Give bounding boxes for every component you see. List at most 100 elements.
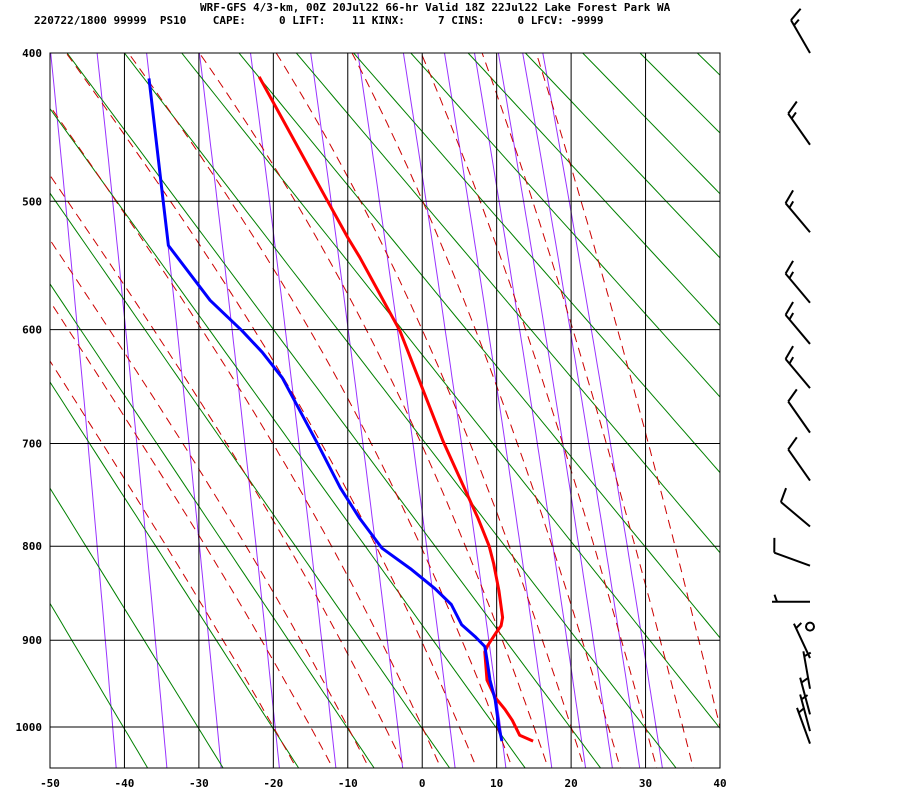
chart-title: WRF-GFS 4/3-km, 00Z 20Jul22 66-hr Valid …: [200, 1, 671, 14]
moist-adiabat-line: [50, 105, 442, 768]
sounding-series: [147, 76, 534, 743]
barb-flag-10kt: [787, 388, 798, 403]
wind-barb: [787, 388, 811, 434]
dry-adiabat-line: [238, 53, 720, 639]
barb-staff: [787, 113, 811, 146]
y-tick-label: 700: [22, 437, 42, 450]
moist-adiabat-line: [275, 53, 585, 768]
wind-barbs: [772, 8, 815, 744]
barb-flag-10kt: [784, 189, 794, 204]
barb-flag-10kt: [784, 345, 794, 360]
moist-adiabat-line: [127, 53, 513, 768]
dry-adiabat-line: [352, 53, 720, 474]
wind-barb: [793, 622, 811, 659]
moist-adiabat-line: [351, 53, 621, 768]
mixing-ratio-line: [443, 53, 553, 768]
mixing-ratio-line: [310, 53, 404, 768]
wind-barb: [787, 100, 811, 146]
mixing-ratio-line: [522, 53, 641, 768]
dewpoint-line: [147, 78, 504, 742]
barb-half-5kt: [800, 677, 809, 684]
y-tick-label: 600: [22, 324, 42, 337]
dry-adiabat-line: [50, 487, 224, 768]
wind-barb: [784, 345, 811, 389]
barb-staff: [784, 358, 811, 389]
barb-staff: [787, 400, 811, 434]
x-tick-label: -30: [189, 777, 209, 790]
dry-adiabat-line: [738, 37, 900, 776]
x-tick-label: 10: [490, 777, 503, 790]
barb-half-5kt: [788, 312, 795, 320]
dry-adiabat-line: [851, 37, 900, 776]
barb-half-5kt: [793, 18, 800, 26]
barb-half-5kt: [798, 707, 806, 714]
plot-frame: [49, 52, 721, 769]
barb-staff: [780, 501, 811, 528]
barb-half-5kt: [790, 111, 797, 120]
barb-half-5kt: [803, 651, 812, 658]
dry-adiabat-line: [50, 602, 149, 768]
dry-adiabat-line: [639, 53, 720, 134]
y-tick-label: 800: [22, 540, 42, 553]
mixing-ratio-line: [402, 53, 507, 768]
tick-labels: -50 -40 -30 -20 -10 0 10 20 30 40 400 500 600 700 800 9…: [16, 47, 727, 790]
calm-wind-circle: [805, 621, 815, 632]
barb-half-5kt: [795, 622, 803, 629]
wind-barb: [779, 487, 811, 528]
sounding-indices: 220722/1800 99999 PS10 CAPE: 0 LIFT: 11 …: [34, 14, 604, 27]
moist-adiabat-line: [535, 53, 720, 730]
barb-staff: [784, 202, 811, 233]
barb-staff: [796, 707, 811, 744]
barb-flag-10kt: [787, 100, 798, 115]
background-lines: [50, 37, 900, 776]
wind-barb: [772, 594, 810, 603]
mixing-ratio-line: [198, 53, 280, 768]
barb-staff: [793, 623, 811, 659]
dry-adiabat-line: [50, 283, 375, 768]
wind-barb: [784, 301, 811, 345]
x-tick-label: -20: [263, 777, 283, 790]
mixing-ratio-line: [473, 53, 587, 768]
barb-half-5kt: [788, 200, 795, 209]
wind-barb: [787, 436, 811, 482]
mixing-ratio-line: [50, 53, 117, 768]
x-tick-label: 30: [639, 777, 652, 790]
y-tick-label: 1000: [16, 721, 43, 734]
mixing-ratio-line: [96, 53, 168, 768]
dry-adiabat-line: [467, 53, 720, 327]
barb-half-5kt: [800, 694, 809, 701]
barb-flag-10kt: [784, 301, 794, 316]
x-tick-label: 40: [713, 777, 726, 790]
mixing-ratio-line: [357, 53, 456, 768]
moist-adiabat-line: [50, 300, 334, 768]
barb-half-5kt: [773, 594, 778, 603]
barb-flag-10kt: [779, 487, 787, 503]
dry-adiabat-line: [50, 192, 451, 768]
barb-half-5kt: [788, 356, 795, 365]
wind-barb: [790, 8, 811, 54]
barb-staff: [784, 273, 811, 304]
moist-adiabat-line: [481, 53, 694, 768]
barb-staff: [790, 19, 811, 54]
temperature-line: [257, 76, 534, 743]
moist-adiabat-line: [198, 53, 549, 768]
grid: [49, 52, 721, 769]
x-tick-label: -10: [338, 777, 358, 790]
wind-barb: [784, 189, 811, 233]
x-tick-label: -50: [40, 777, 60, 790]
y-tick-label: 900: [22, 634, 42, 647]
mixing-ratio-line: [249, 53, 337, 768]
mixing-ratio-line: [542, 53, 663, 768]
moist-adiabat-line: [50, 238, 370, 768]
x-tick-label: 0: [419, 777, 426, 790]
barb-staff: [784, 314, 811, 345]
barb-staff: [773, 551, 811, 567]
dry-adiabat-line: [582, 53, 720, 195]
dry-adiabat-line: [50, 107, 526, 768]
dry-adiabat-line: [410, 53, 720, 398]
barb-flag-10kt: [784, 260, 794, 275]
barb-half-5kt: [788, 271, 795, 279]
dry-adiabat-line: [295, 53, 720, 554]
dry-adiabat-line: [524, 53, 720, 259]
